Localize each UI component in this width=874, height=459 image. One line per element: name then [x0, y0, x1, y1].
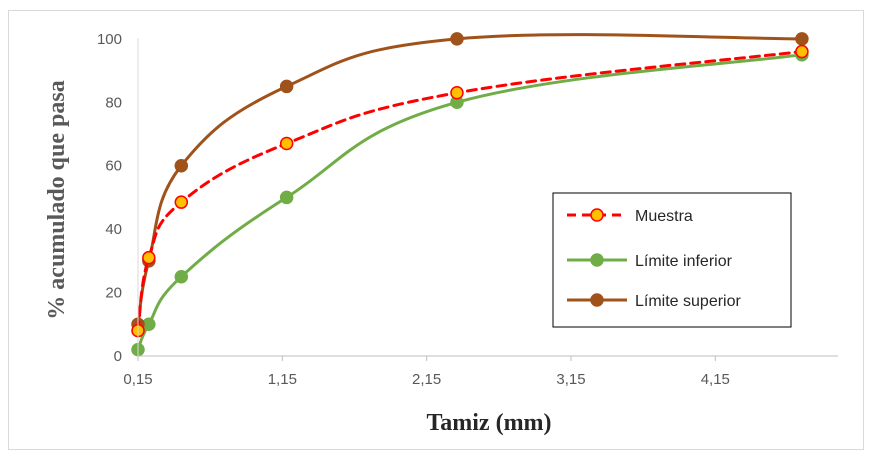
data-point-muestra: [174, 195, 189, 209]
axes-layer: [137, 38, 838, 357]
x-axis-title: Tamiz (mm): [426, 410, 551, 436]
y-tick-label: 60: [105, 158, 122, 175]
data-point-muestra: [795, 44, 809, 59]
y-axis-title: % acumulado que pasa: [44, 80, 70, 319]
y-tick-label: 0: [114, 348, 122, 365]
legend-item-limite-superior: Límite superior: [567, 293, 741, 310]
legend-item-muestra: Muestra: [567, 208, 693, 225]
legend-swatch-marker: [590, 293, 604, 307]
legend-swatch-marker: [590, 208, 604, 222]
legend-swatch-marker: [590, 253, 604, 267]
legend-label: Límite inferior: [635, 253, 733, 270]
data-point-limite-superior: [174, 158, 189, 173]
x-ticks: 0,15 1,15 2,15 3,15 4,15: [123, 356, 730, 388]
data-point-muestra: [279, 136, 294, 151]
data-point-muestra: [142, 250, 156, 265]
legend-label: Límite superior: [635, 293, 741, 310]
legend-items: Muestra Límite inferior Límite superior: [567, 208, 741, 310]
legend-label: Muestra: [635, 208, 693, 225]
data-point-limite-inferior: [174, 269, 189, 284]
x-tick-label: 0,15: [123, 371, 152, 388]
y-tick-label: 80: [105, 94, 122, 111]
y-ticks: 0 20 40 60 80 100: [97, 31, 122, 365]
y-tick-label: 20: [105, 285, 122, 302]
data-point-limite-superior: [279, 79, 294, 94]
x-tick-label: 3,15: [556, 371, 585, 388]
x-tick-label: 4,15: [701, 371, 730, 388]
series-layer: [131, 32, 809, 357]
data-point-muestra: [450, 86, 464, 100]
legend-item-limite-inferior: Límite inferior: [567, 253, 733, 270]
legend: Muestra Límite inferior Límite superior: [552, 192, 792, 328]
y-tick-label: 100: [97, 31, 122, 48]
x-tick-label: 1,15: [268, 371, 297, 388]
data-point-limite-superior: [795, 32, 809, 46]
x-tick-label: 2,15: [412, 371, 441, 388]
data-point-limite-inferior: [279, 190, 294, 205]
y-tick-label: 40: [105, 221, 122, 238]
data-point-limite-superior: [450, 32, 464, 46]
